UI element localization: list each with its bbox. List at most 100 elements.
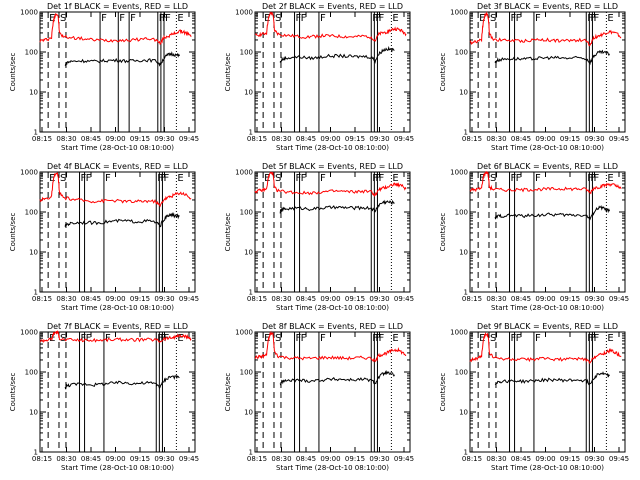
y-tick-label: 10: [29, 89, 38, 97]
event-marker-label: F: [372, 13, 378, 24]
lld-series-line: [39, 172, 192, 208]
x-tick-label: 09:45: [394, 455, 414, 463]
y-tick-label: 10: [459, 409, 468, 417]
event-marker-label: F: [157, 333, 163, 344]
event-marker-label: F: [511, 333, 517, 344]
y-axis-label: Counts/sec: [9, 213, 17, 252]
events-series-line: [64, 375, 180, 390]
y-axis-label: Counts/sec: [224, 53, 232, 92]
x-axis-label: Start Time (28-Oct-10 08:10:00): [61, 464, 174, 472]
y-tick-label: 1: [464, 129, 468, 137]
event-marker-label: F: [590, 13, 596, 24]
x-tick-label: 09:30: [584, 455, 604, 463]
x-tick-label: 09:15: [130, 135, 150, 143]
events-series-line: [64, 51, 180, 67]
event-marker-label: F: [535, 333, 541, 344]
event-marker-label: E: [479, 13, 485, 24]
event-marker-label: E: [392, 13, 398, 24]
x-tick-label: 08:30: [56, 295, 76, 303]
event-marker-label: F: [162, 13, 168, 24]
lld-series-line: [469, 171, 622, 195]
event-marker-label: F: [86, 173, 92, 184]
x-tick-label: 08:30: [486, 295, 506, 303]
event-marker-label: F: [301, 333, 307, 344]
y-tick-label: 10: [29, 249, 38, 257]
lld-series-line: [39, 12, 192, 45]
x-axis-label: Start Time (28-Oct-10 08:10:00): [491, 144, 604, 152]
x-tick-label: 09:15: [560, 455, 580, 463]
y-tick-label: 100: [455, 209, 468, 217]
chart-panel: Det 6f BLACK = Events, RED = LLD 1 10 100 10…: [439, 162, 629, 312]
y-tick-label: 1: [34, 129, 38, 137]
x-tick-label: 09:00: [535, 295, 555, 303]
event-marker-label: F: [105, 173, 111, 184]
y-tick-label: 100: [25, 369, 38, 377]
event-marker-label: F: [593, 173, 599, 184]
chart-panel: Det 9f BLACK = Events, RED = LLD 1 10 100 10…: [439, 322, 629, 472]
event-marker-label: F: [130, 13, 136, 24]
event-marker-label: F: [516, 173, 522, 184]
x-tick-label: 09:00: [105, 135, 125, 143]
event-marker-label: F: [296, 173, 302, 184]
y-tick-label: 100: [240, 369, 253, 377]
event-marker-label: F: [375, 173, 381, 184]
x-tick-label: 09:30: [154, 455, 174, 463]
event-marker-label: F: [301, 13, 307, 24]
x-tick-label: 09:45: [179, 135, 199, 143]
event-marker-label: F: [511, 173, 517, 184]
lld-series-line: [39, 330, 192, 343]
x-tick-label: 08:45: [81, 295, 101, 303]
event-marker-label: F: [378, 13, 384, 24]
chart-title: Det 4f BLACK = Events, RED = LLD: [47, 162, 188, 171]
event-marker-label: F: [160, 173, 166, 184]
event-marker-label: S: [490, 173, 496, 184]
plot-frame: [254, 331, 411, 453]
y-tick-label: 1: [34, 449, 38, 457]
event-marker-label: F: [375, 13, 381, 24]
y-tick-label: 10: [244, 89, 253, 97]
x-tick-label: 09:15: [345, 455, 365, 463]
event-marker-label: F: [296, 333, 302, 344]
x-tick-label: 08:15: [32, 135, 52, 143]
y-tick-label: 100: [25, 209, 38, 217]
chart-title: Det 5f BLACK = Events, RED = LLD: [262, 162, 403, 171]
lld-series-line: [254, 11, 407, 42]
event-marker-label: F: [81, 173, 87, 184]
events-series-line: [64, 212, 180, 228]
events-series-line: [494, 49, 610, 66]
x-tick-label: 08:45: [511, 295, 531, 303]
event-marker-label: E: [177, 333, 183, 344]
x-tick-label: 09:30: [584, 135, 604, 143]
event-marker-label: F: [516, 333, 522, 344]
event-marker-label: E: [264, 13, 270, 24]
event-marker-label: E: [177, 173, 183, 184]
x-tick-label: 08:45: [81, 135, 101, 143]
y-tick-label: 1000: [20, 9, 38, 17]
plot-frame: [469, 11, 626, 133]
event-marker-label: F: [301, 173, 307, 184]
event-marker-label: F: [587, 173, 593, 184]
x-tick-label: 08:15: [247, 295, 267, 303]
events-series-line: [279, 45, 395, 64]
x-tick-label: 09:00: [105, 295, 125, 303]
event-marker-label: F: [163, 173, 169, 184]
chart-panel: Det 4f BLACK = Events, RED = LLD 1 10 100 10…: [9, 162, 199, 312]
event-marker-label: S: [275, 173, 281, 184]
event-marker-label: F: [320, 13, 326, 24]
x-tick-label: 08:15: [462, 295, 482, 303]
event-marker-label: E: [49, 13, 55, 24]
y-tick-label: 1: [464, 289, 468, 297]
event-marker-label: F: [320, 333, 326, 344]
events-series-line: [279, 199, 395, 214]
event-marker-label: S: [60, 173, 66, 184]
y-tick-label: 10: [459, 89, 468, 97]
y-axis-label: Counts/sec: [439, 53, 447, 92]
x-tick-label: 08:30: [486, 455, 506, 463]
event-marker-label: F: [159, 13, 165, 24]
event-marker-label: E: [177, 13, 183, 24]
event-marker-label: S: [490, 13, 496, 24]
x-axis-label: Start Time (28-Oct-10 08:10:00): [276, 464, 389, 472]
plot-frame: [469, 171, 626, 293]
event-marker-label: F: [375, 333, 381, 344]
chart-panel: Det 1f BLACK = Events, RED = LLD 1 10 100 10…: [9, 2, 199, 152]
